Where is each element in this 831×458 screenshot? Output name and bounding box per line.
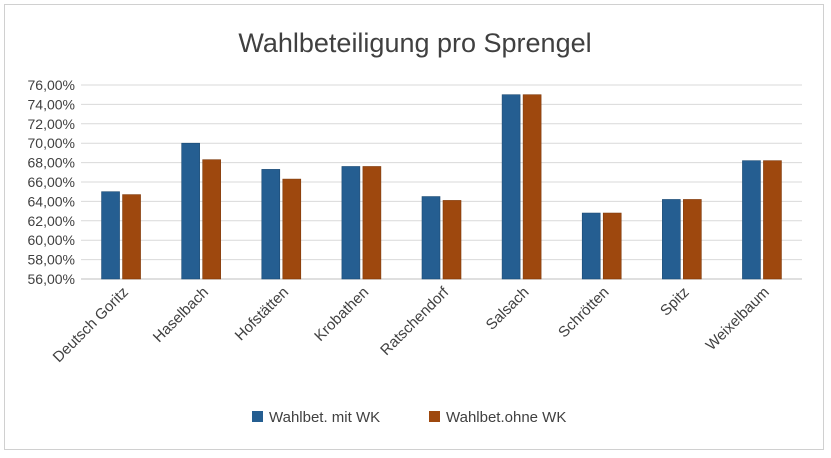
y-tick-label: 64,00% <box>28 193 75 209</box>
y-tick-label: 72,00% <box>28 116 75 132</box>
x-tick-label: Schrötten <box>555 284 612 341</box>
x-tick-label: Weixelbaum <box>703 284 773 354</box>
x-tick-label: Haselbach <box>150 284 212 346</box>
bar-chart: Wahlbeteiligung pro Sprengel 56,00% 58,00… <box>28 28 802 426</box>
bar-ohne-wk <box>122 194 141 280</box>
y-tick-label: 68,00% <box>28 155 75 171</box>
y-tick-label: 56,00% <box>28 271 75 287</box>
bars <box>101 94 782 280</box>
chart-container: Wahlbeteiligung pro Sprengel 56,00% 58,00… <box>4 4 824 450</box>
legend-label: Wahlbet.ohne WK <box>446 409 566 426</box>
y-tick-label: 60,00% <box>28 232 75 248</box>
y-tick-label: 74,00% <box>28 96 75 112</box>
x-tick-label: Ratschendorf <box>377 283 453 359</box>
legend-swatch <box>429 411 440 422</box>
bar-mit-wk <box>662 199 681 280</box>
x-tick-label: Krobathen <box>311 284 372 345</box>
x-tick-label: Spitz <box>657 284 693 320</box>
chart-title: Wahlbeteiligung pro Sprengel <box>238 28 591 58</box>
bar-ohne-wk <box>362 166 382 280</box>
x-tick-label: Hofstätten <box>232 284 292 344</box>
y-tick-label: 62,00% <box>28 213 75 229</box>
bar-ohne-wk <box>522 94 542 280</box>
legend-swatch <box>252 411 263 422</box>
x-tick-label: Salsach <box>483 284 533 334</box>
x-tick-label: Deutsch Goritz <box>50 284 132 366</box>
bar-ohne-wk <box>282 178 302 280</box>
bar-mit-wk <box>501 94 521 280</box>
legend: Wahlbet. mit WK Wahlbet.ohne WK <box>252 409 566 426</box>
gridlines <box>81 84 802 280</box>
bar-mit-wk <box>181 142 200 280</box>
y-tick-label: 70,00% <box>28 135 75 151</box>
y-axis: 56,00% 58,00% 60,00% 62,00% 64,00% 66,00% 68,0… <box>28 77 75 287</box>
bar-mit-wk <box>742 160 761 280</box>
y-tick-label: 58,00% <box>28 252 75 268</box>
bar-mit-wk <box>261 169 281 280</box>
bar-ohne-wk <box>202 159 221 280</box>
bar-mit-wk <box>341 166 361 280</box>
bar-mit-wk <box>421 196 441 280</box>
x-axis: Deutsch Goritz Haselbach Hofstätten Krobath… <box>50 283 773 366</box>
y-tick-label: 76,00% <box>28 77 75 93</box>
bar-ohne-wk <box>763 160 782 280</box>
y-tick-label: 66,00% <box>28 174 75 190</box>
bar-ohne-wk <box>683 199 702 280</box>
legend-label: Wahlbet. mit WK <box>269 409 380 426</box>
bar-ohne-wk <box>602 212 622 280</box>
bar-ohne-wk <box>442 200 462 280</box>
bar-mit-wk <box>581 212 601 280</box>
bar-mit-wk <box>101 191 120 280</box>
